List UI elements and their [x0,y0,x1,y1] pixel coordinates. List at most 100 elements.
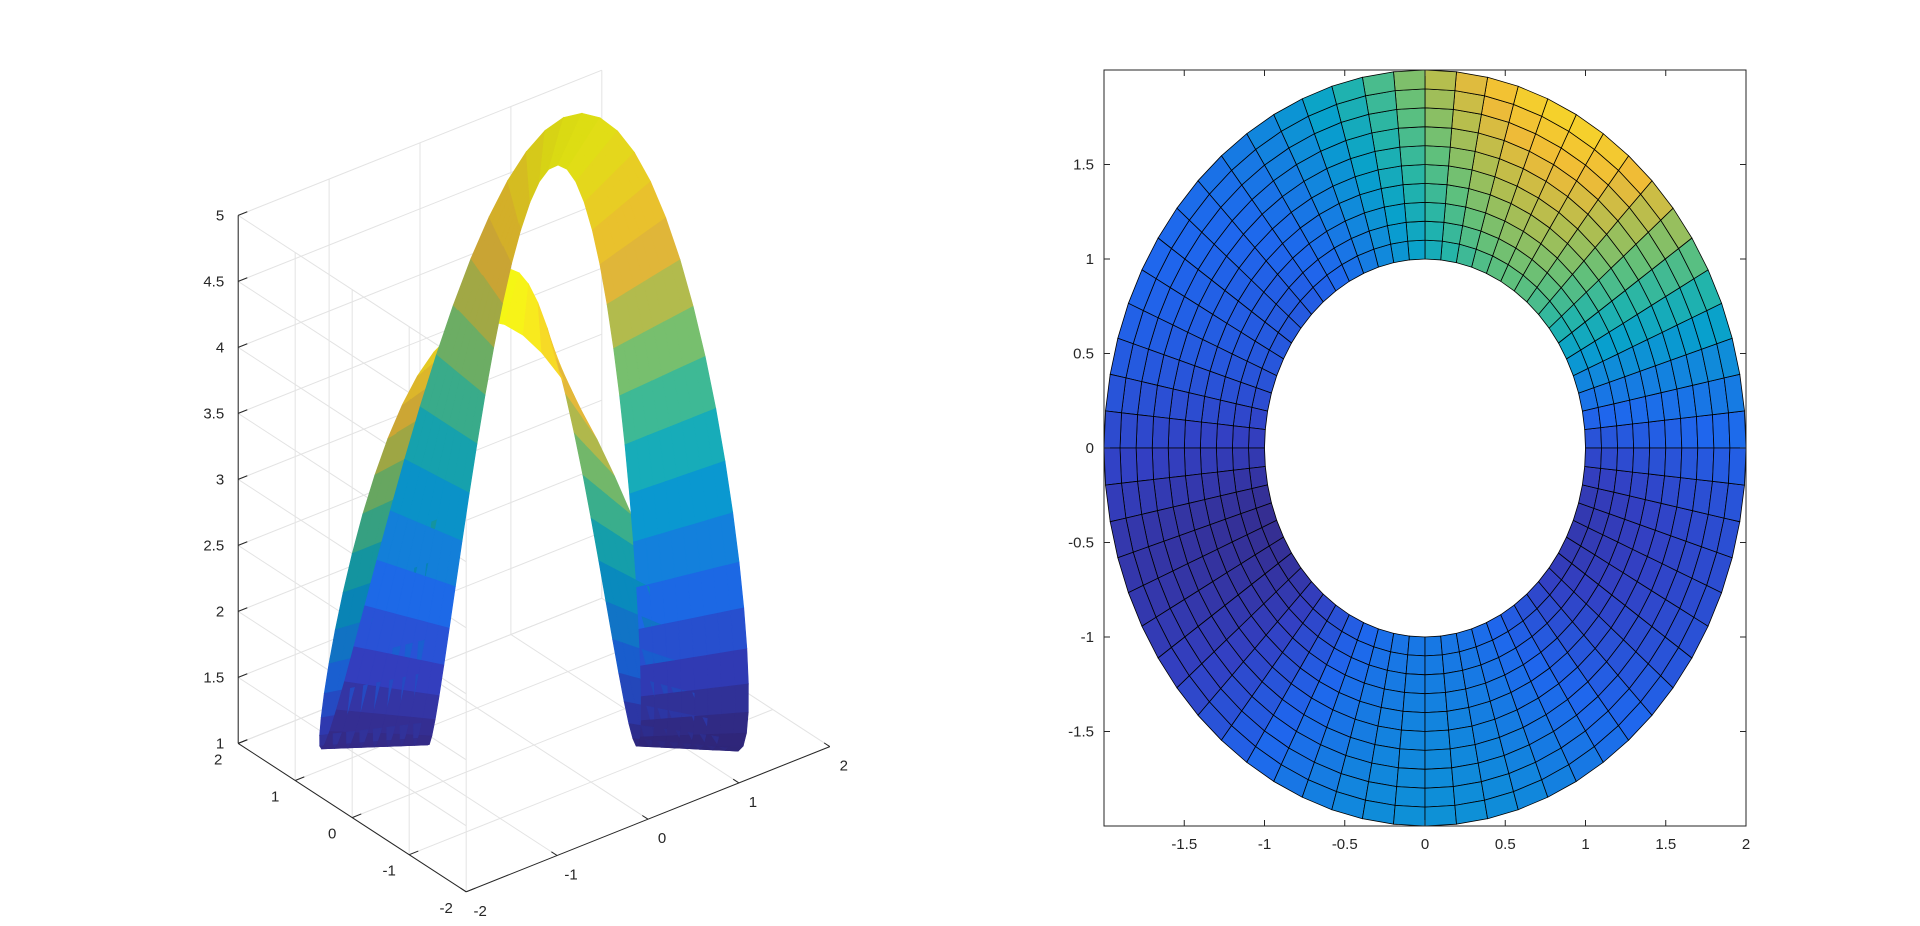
x-tick-label: -2 [474,903,487,920]
annulus-patch [1584,427,1602,449]
annulus-patch [1424,220,1445,242]
annulus-patch [1232,403,1253,429]
annulus-patch [1167,447,1186,479]
annulus-patch [1396,107,1426,129]
annulus-patch [1231,425,1250,449]
x-tick-label: 0 [658,830,666,847]
annulus-patch [1402,182,1426,204]
gridline [238,69,602,216]
annulus-patch [1151,447,1170,480]
surface-patch [707,686,722,716]
annulus-patch [1696,414,1715,449]
y-tick-label: 1 [271,789,279,806]
surface-patch [733,648,749,686]
surface-patch [721,685,736,715]
axes-frame-2d [1103,69,1747,827]
annulus-patch [1424,786,1456,808]
annulus-patch [1664,447,1683,479]
x-tick [460,887,467,893]
annulus-patch [1405,654,1426,676]
annulus-patch [1424,164,1450,186]
y-tick-label: -1 [1081,629,1094,646]
x-tick-label: 2 [1742,836,1750,853]
y-tick-label: 1 [1086,251,1094,268]
annulus-patch [1151,416,1170,449]
annulus-patch [1728,447,1747,486]
z-tick-label: 4 [216,339,224,356]
annulus-patch [1632,421,1651,449]
annulus-patch [1424,145,1451,167]
annulus-patch [1424,126,1453,148]
z-tick-label: 2.5 [203,537,224,554]
annulus-patch [1584,447,1602,469]
x-tick-label: 0 [1421,836,1429,853]
y-tick-label: -0.5 [1068,535,1094,552]
annulus-patch [1407,239,1426,261]
annulus-patch [1199,421,1218,449]
annulus-patch [1390,632,1410,656]
annulus-patch [1424,729,1451,751]
annulus-patch [1424,635,1443,657]
annulus-patch [1135,447,1154,482]
y-tick-label: 0.5 [1073,346,1094,363]
annulus-patch [1696,447,1715,482]
surface-patch [664,620,681,663]
annulus-patch [1424,88,1456,110]
annulus-surface [1103,69,1747,827]
z-tick-label: 1.5 [203,669,224,686]
surface-patch [677,618,695,660]
annulus-patch [1397,126,1426,148]
x-tick-label: 1.5 [1655,836,1676,853]
annulus-patch [1680,416,1699,449]
x-tick [642,815,649,820]
x-tick-label: -1 [1258,836,1271,853]
annulus-patch [1648,447,1667,477]
annulus-patch [1183,447,1202,477]
z-tick-label: 5 [216,207,224,224]
z-tick-label: 4.5 [203,273,224,290]
x-tick-label: 1 [1581,836,1589,853]
y-tick [466,887,476,893]
annulus-patch [1400,710,1426,732]
annulus-patch [1404,201,1426,223]
annulus-patch [1441,651,1464,675]
z-tick [238,673,248,678]
y-tick-label: 0 [328,826,336,843]
gridline [237,676,467,827]
annulus-patch [1119,447,1138,484]
annulus-patch [1597,403,1618,429]
annulus-patch [1405,220,1426,242]
annulus-patch [1396,767,1426,789]
annulus-patch [1394,786,1426,808]
annulus-patch [1597,467,1618,493]
surface-patch [679,716,696,736]
annulus-patch [1424,692,1448,714]
z-tick-label: 2 [216,603,224,620]
annulus-patch [1386,221,1409,245]
annulus-patch [1397,748,1426,770]
annulus-patch [1399,729,1426,751]
annulus-patch [1424,182,1448,204]
x-tick-label: 2 [840,758,848,775]
annulus-patch [1424,201,1446,223]
z-tick [238,409,248,414]
gridline [238,267,602,414]
surface-patch [653,718,669,737]
annulus-patch [1199,447,1218,475]
annulus-patch [1400,164,1426,186]
annulus-patch [1402,692,1426,714]
annulus-patch [1183,419,1202,449]
annulus-patch [1424,69,1457,92]
annulus-patch [1632,447,1651,475]
z-tick [238,277,248,282]
annulus-patch [1248,447,1266,469]
annulus-patch [1424,767,1454,789]
annulus-patch [1386,651,1409,675]
z-tick [238,607,248,612]
y-tick-label: -2 [440,900,453,917]
annulus-patch [1393,69,1426,92]
surface-patch [730,607,748,652]
z-tick [238,343,248,348]
